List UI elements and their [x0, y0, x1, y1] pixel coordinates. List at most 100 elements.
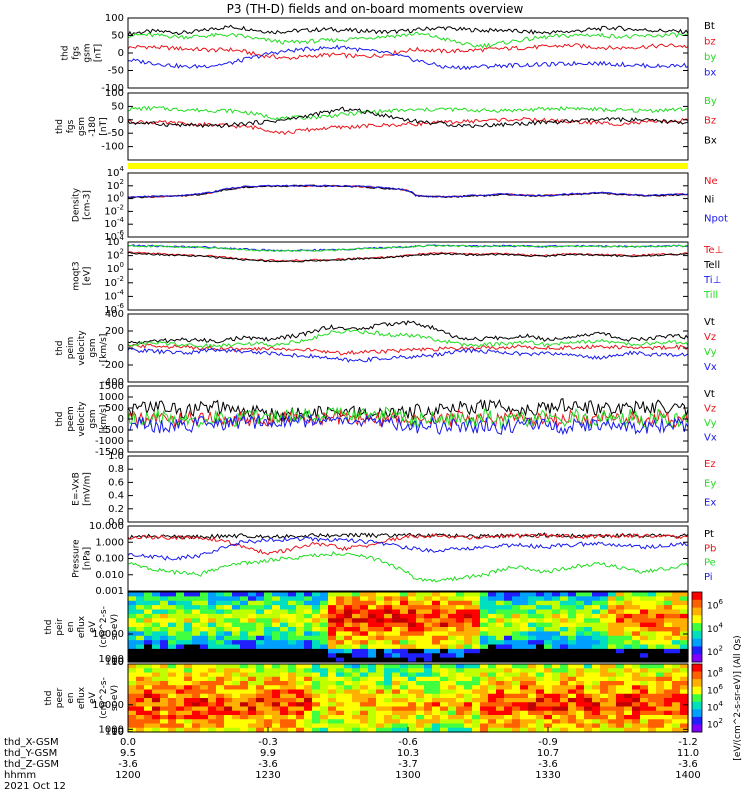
spectrogram-cell: [312, 653, 321, 659]
spectrogram-cell: [240, 609, 249, 615]
spectrogram-cell: [392, 635, 401, 641]
spectrogram-cell: [144, 689, 153, 695]
spectrogram-cell: [192, 727, 201, 733]
spectrogram-cell: [680, 689, 689, 695]
x-tick-label: -3.6: [538, 759, 558, 770]
spectrogram-cell: [248, 609, 257, 615]
spectrogram-cell: [144, 596, 153, 602]
spectrogram-cell: [256, 592, 265, 597]
spectrogram-cell: [656, 676, 665, 682]
spectrogram-cell: [616, 653, 625, 659]
spectrogram-cell: [464, 596, 473, 602]
spectrogram-cell: [240, 681, 249, 686]
spectrogram-cell: [424, 706, 433, 712]
spectrogram-cell: [280, 664, 289, 669]
spectrogram-cell: [576, 657, 585, 663]
spectrogram-cell: [176, 648, 185, 654]
colorbar-step: [692, 615, 702, 624]
spectrogram-cell: [528, 685, 537, 691]
spectrogram-cell: [392, 698, 401, 703]
spectrogram-cell: [336, 706, 345, 712]
spectrogram-cell: [168, 689, 177, 695]
spectrogram-cell: [192, 657, 201, 663]
spectrogram-cell: [184, 631, 193, 637]
spectrogram-cell: [288, 689, 297, 695]
spectrogram-cell: [160, 727, 169, 733]
spectrogram-cell: [664, 592, 673, 597]
spectrogram-cell: [536, 648, 545, 654]
legend-entry-Ne: Ne: [704, 176, 718, 187]
spectrogram-cell: [592, 715, 601, 720]
x-tick-label: 9.5: [120, 748, 136, 759]
spectrogram-cell: [616, 609, 625, 615]
spectrogram-cell: [240, 710, 249, 716]
spectrogram-cell: [360, 727, 369, 733]
spectrogram-cell: [568, 609, 577, 615]
spectrogram-cell: [304, 685, 313, 691]
spectrogram-cell: [584, 635, 593, 641]
spectrogram-cell: [600, 715, 609, 720]
spectrogram-cell: [408, 676, 417, 682]
spectrogram-cell: [624, 719, 633, 725]
spectrogram-cell: [608, 672, 617, 678]
spectrogram-cell: [472, 727, 481, 733]
spectrogram-cell: [304, 640, 313, 646]
spectrogram-cell: [368, 710, 377, 716]
spectrogram-cell: [616, 644, 625, 650]
spectrogram-cell: [576, 702, 585, 708]
spectrogram-cell: [464, 672, 473, 678]
spectrogram-cell: [560, 685, 569, 691]
spectrogram-cell: [328, 622, 337, 628]
y-tick-label: 1.000: [95, 537, 124, 548]
spectrogram-cell: [128, 605, 137, 611]
spectrogram-cell: [560, 600, 569, 606]
spectrogram-cell: [320, 644, 329, 650]
spectrogram-cell: [648, 681, 657, 686]
spectrogram-cell: [656, 672, 665, 678]
spectrogram-cell: [304, 706, 313, 712]
spectrogram-cell: [200, 613, 209, 619]
spectrogram-cell: [200, 702, 209, 708]
spectrogram-cell: [648, 618, 657, 624]
y-axis-label: peir: [55, 618, 65, 636]
spectrogram-cell: [608, 706, 617, 712]
spectrogram-cell: [584, 672, 593, 678]
spectrogram-cell: [616, 613, 625, 619]
spectrogram-cell: [384, 715, 393, 720]
spectrogram-cell: [160, 622, 169, 628]
colorbar-tick-label: 102: [707, 717, 723, 731]
spectrogram-cell: [520, 592, 529, 597]
spectrogram-cell: [216, 635, 225, 641]
spectrogram-cell: [264, 622, 273, 628]
spectrogram-cell: [672, 605, 681, 611]
spectrogram-cell: [552, 681, 561, 686]
spectrogram-cell: [200, 609, 209, 615]
spectrogram-cell: [360, 631, 369, 637]
spectrogram-cell: [552, 698, 561, 703]
spectrogram-cell: [424, 672, 433, 678]
spectrogram-cell: [664, 622, 673, 628]
spectrogram-cell: [632, 723, 641, 729]
spectrogram-cell: [640, 640, 649, 646]
spectrogram-cell: [216, 719, 225, 725]
spectrogram-cell: [496, 640, 505, 646]
spectrogram-cell: [240, 698, 249, 703]
spectrogram-cell: [208, 681, 217, 686]
spectrogram-cell: [680, 592, 689, 597]
spectrogram-cell: [608, 698, 617, 703]
spectrogram-cell: [232, 719, 241, 725]
spectrogram-cell: [176, 644, 185, 650]
spectrogram-cell: [192, 609, 201, 615]
spectrogram-cell: [472, 715, 481, 720]
y-tick-label: 400: [105, 309, 124, 320]
spectrogram-cell: [176, 715, 185, 720]
spectrogram-cell: [464, 676, 473, 682]
spectrogram-cell: [624, 693, 633, 699]
spectrogram-cell: [512, 693, 521, 699]
spectrogram-cell: [488, 706, 497, 712]
spectrogram-cell: [288, 710, 297, 716]
spectrogram-cell: [536, 727, 545, 733]
spectrogram-cell: [664, 702, 673, 708]
spectrogram-cell: [336, 592, 345, 597]
spectrogram-cell: [480, 622, 489, 628]
